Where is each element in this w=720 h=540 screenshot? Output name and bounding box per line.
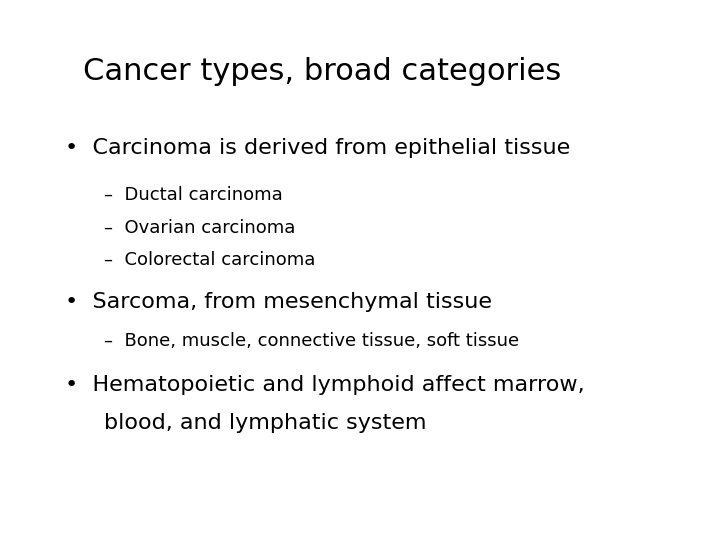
Text: –  Bone, muscle, connective tissue, soft tissue: – Bone, muscle, connective tissue, soft … (104, 332, 520, 350)
Text: •  Sarcoma, from mesenchymal tissue: • Sarcoma, from mesenchymal tissue (65, 292, 492, 312)
Text: •  Hematopoietic and lymphoid affect marrow,: • Hematopoietic and lymphoid affect marr… (65, 375, 585, 395)
Text: –  Ductal carcinoma: – Ductal carcinoma (104, 186, 283, 204)
Text: •  Carcinoma is derived from epithelial tissue: • Carcinoma is derived from epithelial t… (65, 138, 570, 158)
Text: Cancer types, broad categories: Cancer types, broad categories (83, 57, 561, 86)
Text: blood, and lymphatic system: blood, and lymphatic system (104, 413, 427, 433)
Text: –  Ovarian carcinoma: – Ovarian carcinoma (104, 219, 296, 237)
Text: –  Colorectal carcinoma: – Colorectal carcinoma (104, 251, 316, 269)
